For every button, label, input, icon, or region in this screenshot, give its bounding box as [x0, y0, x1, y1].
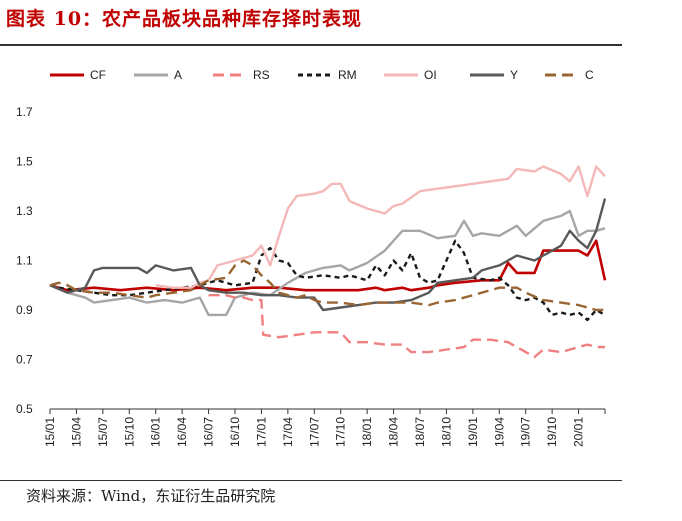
x-tick-label: 17/04 — [281, 417, 295, 447]
x-tick-label: 16/07 — [202, 417, 216, 447]
x-tick-label: 19/10 — [545, 417, 559, 447]
legend-label-rs: RS — [253, 68, 270, 82]
y-tick-label: 1.1 — [16, 254, 33, 268]
series-line-rs — [208, 294, 605, 359]
x-tick-label: 18/10 — [439, 417, 453, 447]
y-tick-label: 1.5 — [16, 155, 33, 169]
y-tick-label: 1.7 — [16, 105, 33, 119]
legend-label-y: Y — [510, 68, 518, 82]
series-line-rm — [49, 239, 606, 322]
x-tick-label: 17/10 — [334, 417, 348, 447]
y-tick-label: 0.5 — [16, 402, 33, 416]
series-line-y — [49, 198, 607, 312]
figure-title: 图表 10：农产品板块品种库存择时表现 — [6, 8, 363, 30]
legend-label-cf: CF — [90, 68, 106, 82]
chart: CF A RS RM OI Y C 0.5 0.7 0.9 1.1 1.3 1.5 1.7 15/01 15… — [16, 68, 607, 447]
legend-label-c: C — [585, 68, 594, 82]
source-note: 资料来源：Wind，东证衍生品研究院 — [26, 487, 276, 505]
title-rule — [0, 44, 622, 46]
series-line-cf — [49, 239, 607, 292]
x-tick-label: 19/01 — [466, 417, 480, 447]
x-tick-label: 18/01 — [360, 417, 374, 447]
series-line-a — [49, 209, 606, 317]
x-tick-label: 16/04 — [175, 417, 189, 447]
x-tick-label: 20/01 — [572, 417, 586, 447]
legend-label-rm: RM — [338, 68, 357, 82]
x-tick-label: 15/01 — [43, 417, 57, 447]
x-tick-label: 15/04 — [69, 417, 83, 447]
x-tick-label: 17/01 — [254, 417, 268, 447]
x-tick-label: 18/04 — [387, 417, 401, 447]
legend: CF A RS RM OI Y C — [50, 68, 594, 82]
series-line-c — [49, 259, 605, 312]
series-lines — [49, 165, 607, 359]
x-tick-label: 16/10 — [228, 417, 242, 447]
legend-label-oi: OI — [424, 68, 437, 82]
x-tick-label: 19/07 — [519, 417, 533, 447]
y-tick-label: 1.3 — [16, 204, 33, 218]
x-tick-label: 18/07 — [413, 417, 427, 447]
y-tick-label: 0.7 — [16, 353, 33, 367]
source-rule — [0, 480, 622, 481]
x-tick-label: 19/04 — [492, 417, 506, 447]
x-tick-label: 17/07 — [307, 417, 321, 447]
x-tick-label: 15/10 — [122, 417, 136, 447]
series-line-oi — [155, 165, 606, 289]
axes: 0.5 0.7 0.9 1.1 1.3 1.5 1.7 15/01 15/04 15/07 15/1… — [16, 105, 606, 447]
y-tick-label: 0.9 — [16, 303, 33, 317]
x-tick-label: 16/01 — [149, 417, 163, 447]
legend-label-a: A — [174, 68, 182, 82]
x-tick-label: 15/07 — [96, 417, 110, 447]
